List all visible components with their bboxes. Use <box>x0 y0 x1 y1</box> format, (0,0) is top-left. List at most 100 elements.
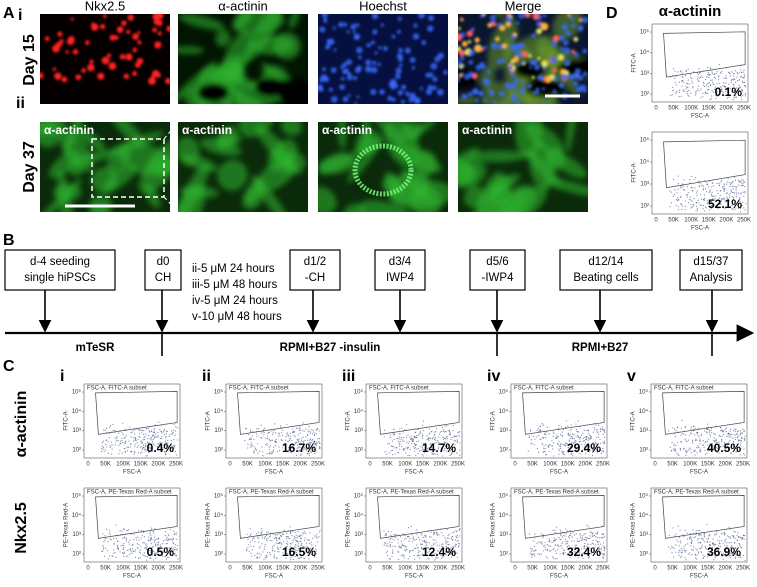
event <box>744 209 745 210</box>
event <box>260 437 261 438</box>
event <box>584 543 585 544</box>
event <box>399 446 400 447</box>
event <box>173 424 174 425</box>
event <box>438 437 439 438</box>
event <box>709 434 710 435</box>
event <box>261 432 262 433</box>
event <box>745 203 746 204</box>
event <box>542 537 543 538</box>
event <box>705 188 706 189</box>
event <box>249 536 250 537</box>
event <box>690 199 691 200</box>
event <box>727 535 728 536</box>
event <box>710 99 711 100</box>
event <box>406 538 407 539</box>
event <box>114 430 115 431</box>
event <box>726 542 727 543</box>
event <box>708 538 709 539</box>
event <box>699 443 700 444</box>
event <box>143 532 144 533</box>
event <box>718 76 719 77</box>
event <box>289 538 290 539</box>
nucleus <box>461 94 467 100</box>
event <box>581 540 582 541</box>
event <box>744 85 745 86</box>
event <box>685 439 686 440</box>
event <box>559 445 560 446</box>
event <box>162 543 163 544</box>
event <box>541 554 542 555</box>
percent: 52.1% <box>708 197 742 211</box>
event <box>694 187 695 188</box>
event <box>102 550 103 551</box>
event <box>695 555 696 556</box>
percent: 40.5% <box>707 441 741 455</box>
event <box>269 439 270 440</box>
event <box>708 186 709 187</box>
event <box>406 430 407 431</box>
event <box>402 440 403 441</box>
event <box>301 538 302 539</box>
event <box>246 549 247 550</box>
event <box>735 531 736 532</box>
event <box>685 206 686 207</box>
event <box>146 455 147 456</box>
event <box>404 549 405 550</box>
event <box>579 426 580 427</box>
event <box>303 533 304 534</box>
event <box>531 550 532 551</box>
nucleus <box>326 39 331 44</box>
event <box>438 534 439 535</box>
event <box>133 440 134 441</box>
event <box>706 538 707 539</box>
event <box>702 93 703 94</box>
x-tick-label: 0 <box>86 462 90 468</box>
event <box>568 433 569 434</box>
event <box>129 539 130 540</box>
x-tick-label: 50K <box>667 462 678 468</box>
event <box>132 545 133 546</box>
event <box>548 433 549 434</box>
event <box>295 532 296 533</box>
event <box>144 547 145 548</box>
event <box>403 545 404 546</box>
event <box>125 430 126 431</box>
event <box>575 436 576 437</box>
event <box>287 541 288 542</box>
event <box>696 192 697 193</box>
nucleus <box>401 100 405 104</box>
nucleus <box>352 30 355 33</box>
event <box>670 447 671 448</box>
event <box>402 554 403 555</box>
event <box>690 428 691 429</box>
event <box>300 433 301 434</box>
event <box>319 530 320 531</box>
event <box>744 191 745 192</box>
nucleus <box>347 72 351 76</box>
event <box>708 77 709 78</box>
event <box>696 534 697 535</box>
event <box>689 538 690 539</box>
nucleus <box>468 50 474 56</box>
event <box>271 453 272 454</box>
event <box>139 430 140 431</box>
event <box>442 427 443 428</box>
event <box>570 533 571 534</box>
nucleus <box>459 50 465 56</box>
event <box>418 429 419 430</box>
event <box>530 553 531 554</box>
x-tick-label: 150K <box>701 462 715 468</box>
event <box>732 192 733 193</box>
event <box>249 444 250 445</box>
event <box>154 528 155 529</box>
nucleus <box>421 40 426 45</box>
event <box>250 430 251 431</box>
event <box>678 183 679 184</box>
event <box>448 535 449 536</box>
event <box>386 545 387 546</box>
event <box>111 442 112 443</box>
nucleus <box>413 23 417 27</box>
event <box>728 536 729 537</box>
event <box>109 427 110 428</box>
y-tick-label: 10⁴ <box>499 512 509 519</box>
